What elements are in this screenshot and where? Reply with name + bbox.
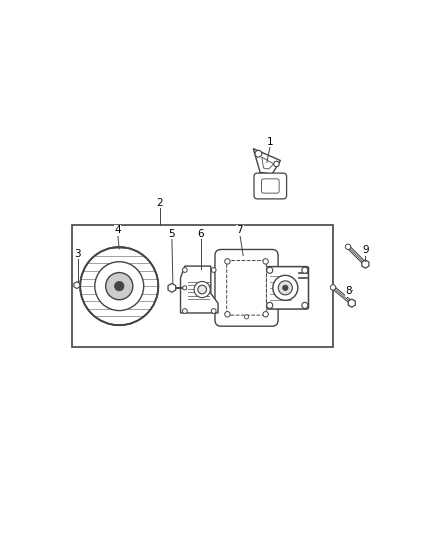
Circle shape xyxy=(255,150,262,157)
Circle shape xyxy=(263,312,268,317)
Circle shape xyxy=(302,302,308,309)
Circle shape xyxy=(211,268,216,272)
Polygon shape xyxy=(262,157,274,169)
FancyBboxPatch shape xyxy=(266,266,308,309)
Circle shape xyxy=(194,281,210,297)
Circle shape xyxy=(330,285,336,290)
Circle shape xyxy=(345,244,351,249)
Circle shape xyxy=(283,285,288,290)
Text: 1: 1 xyxy=(267,137,274,147)
Bar xyxy=(72,225,333,347)
Polygon shape xyxy=(74,282,80,288)
Circle shape xyxy=(114,281,124,291)
Text: 6: 6 xyxy=(198,229,204,239)
Text: 3: 3 xyxy=(74,249,81,259)
Circle shape xyxy=(183,309,187,313)
Circle shape xyxy=(198,285,206,294)
Text: 7: 7 xyxy=(237,225,243,235)
Circle shape xyxy=(274,161,279,167)
Polygon shape xyxy=(180,266,218,313)
Polygon shape xyxy=(348,299,355,307)
Text: 9: 9 xyxy=(362,246,369,255)
FancyBboxPatch shape xyxy=(254,173,286,199)
Circle shape xyxy=(278,281,292,295)
Polygon shape xyxy=(168,284,176,292)
FancyBboxPatch shape xyxy=(215,249,278,326)
Circle shape xyxy=(183,268,187,272)
Circle shape xyxy=(225,312,230,317)
Circle shape xyxy=(80,247,158,325)
Circle shape xyxy=(183,286,187,290)
Circle shape xyxy=(302,267,308,273)
Circle shape xyxy=(95,262,144,311)
Text: 5: 5 xyxy=(169,229,175,239)
Text: 2: 2 xyxy=(157,198,163,208)
Circle shape xyxy=(106,272,133,300)
Circle shape xyxy=(211,309,216,313)
Circle shape xyxy=(263,259,268,264)
Circle shape xyxy=(267,302,273,309)
Circle shape xyxy=(267,267,273,273)
FancyBboxPatch shape xyxy=(227,261,266,315)
FancyBboxPatch shape xyxy=(261,179,279,193)
Circle shape xyxy=(244,315,249,319)
Circle shape xyxy=(225,259,230,264)
Polygon shape xyxy=(253,149,280,174)
Text: 8: 8 xyxy=(345,286,352,296)
Circle shape xyxy=(273,276,298,300)
Text: 4: 4 xyxy=(114,225,121,235)
Polygon shape xyxy=(362,260,369,268)
